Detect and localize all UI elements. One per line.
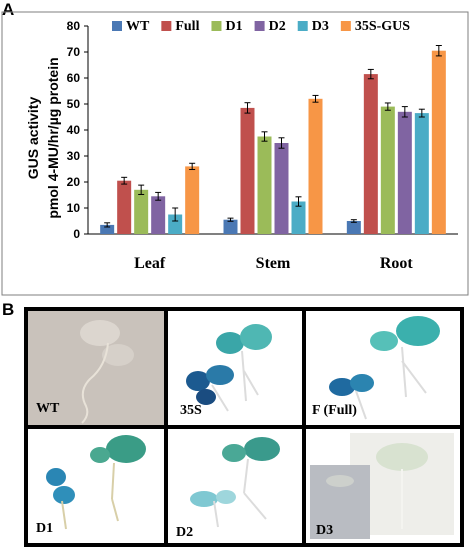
panel-a-label: A xyxy=(2,0,15,19)
legend-swatch-d3 xyxy=(297,21,308,31)
x-category-label: Root xyxy=(380,255,414,272)
y-tick-label: 80 xyxy=(67,19,81,33)
seedling-d2-image xyxy=(190,437,280,528)
legend-label-35s-gus: 35S-GUS xyxy=(355,19,410,34)
legend-label-full: Full xyxy=(175,19,199,34)
photo-label-d3: D3 xyxy=(316,523,334,538)
photo-35s: 35S xyxy=(168,311,302,425)
bar-wt xyxy=(223,219,238,234)
y-tick-label: 0 xyxy=(73,227,80,241)
y-axis-title-line2: pmol 4-MU/hr/µg protein xyxy=(45,57,61,218)
y-tick-label: 20 xyxy=(67,175,81,189)
bar-d1 xyxy=(257,136,272,234)
legend-label-d3: D3 xyxy=(312,19,329,34)
legend-label-d1: D1 xyxy=(225,19,242,34)
legend-swatch-wt xyxy=(112,21,122,31)
seedling-35s-image xyxy=(186,324,272,412)
legend-swatch-35s-gus xyxy=(340,21,351,31)
x-category-label: Leaf xyxy=(134,255,166,272)
bar-d3 xyxy=(414,113,429,234)
y-tick-label: 10 xyxy=(67,201,81,215)
bar-35s-gus xyxy=(308,98,323,234)
photo-label-d2: D2 xyxy=(176,525,194,540)
photo-d2: D2 xyxy=(168,429,302,543)
photo-wt: WT xyxy=(28,311,164,425)
y-axis-title: GUS activity pmol 4-MU/hr/µg protein xyxy=(25,57,61,218)
legend-label-wt: WT xyxy=(126,19,150,34)
bar-d2 xyxy=(151,196,166,234)
photo-label-full: F (Full) xyxy=(312,403,357,418)
photo-d1: D1 xyxy=(28,429,164,543)
y-tick-label: 40 xyxy=(67,123,81,137)
legend-swatch-d1 xyxy=(211,21,222,31)
y-tick-label: 60 xyxy=(67,71,81,85)
bar-35s-gus xyxy=(431,50,446,235)
chart-frame xyxy=(1,11,469,296)
photo-label-35s: 35S xyxy=(180,403,202,418)
bar-full xyxy=(240,107,255,234)
panel-b-label: B xyxy=(2,300,15,319)
x-category-label: Stem xyxy=(256,255,291,272)
bar-d3 xyxy=(291,201,306,234)
bar-full xyxy=(117,180,132,234)
seedling-full-image xyxy=(329,316,440,420)
seedling-wt-image xyxy=(28,311,164,425)
seedling-d3-image xyxy=(310,433,454,539)
bar-35s-gus xyxy=(185,166,200,234)
legend-swatch-d2 xyxy=(254,21,265,31)
y-tick-label: 30 xyxy=(67,149,81,163)
legend-swatch-full xyxy=(161,21,172,31)
seedling-d1-image xyxy=(46,435,146,530)
y-tick-label: 70 xyxy=(67,45,81,59)
bar-d3 xyxy=(168,214,183,234)
photo-grid: WT 35S F (Full) D1 xyxy=(24,307,464,547)
bar-d1 xyxy=(380,106,395,234)
photo-label-wt: WT xyxy=(36,401,60,416)
legend-label-d2: D2 xyxy=(269,19,286,34)
bar-d2 xyxy=(274,143,289,234)
photo-full: F (Full) xyxy=(306,311,460,425)
bar-d2 xyxy=(397,111,412,234)
bar-wt xyxy=(346,221,361,234)
bar-chart: 0 10 20 30 40 50 60 70 80 Leaf Stem Root WT Full D1 D2 D… xyxy=(1,11,469,296)
y-axis-title-line1: GUS activity xyxy=(25,97,41,180)
bar-wt xyxy=(100,224,115,234)
photo-d3: D3 xyxy=(306,429,460,543)
bar-full xyxy=(363,74,378,234)
photo-label-d1: D1 xyxy=(36,521,54,536)
y-tick-label: 50 xyxy=(67,97,81,111)
bar-d1 xyxy=(134,189,149,234)
